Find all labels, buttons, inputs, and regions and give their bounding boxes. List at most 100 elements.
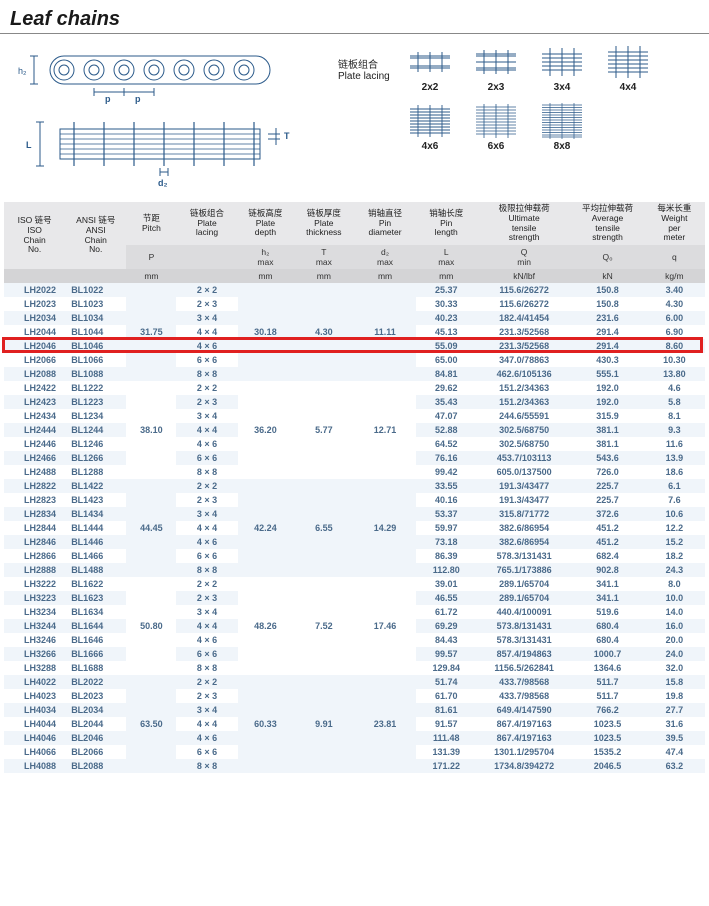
th-ansi: ANSI 链号ANSIChainNo. <box>65 202 126 269</box>
cell-Q0: 381.1 <box>571 437 643 451</box>
cell-lace: 4 × 6 <box>176 731 237 745</box>
th-sym-d2: d₂max <box>354 245 415 269</box>
th-u-mm1: mm <box>126 269 176 283</box>
cell-L: 40.23 <box>416 311 477 325</box>
cell-L: 99.57 <box>416 647 477 661</box>
cell-L: 39.01 <box>416 577 477 591</box>
cell-ansi: BL2088 <box>65 759 126 773</box>
cell-L: 129.84 <box>416 661 477 675</box>
cell-Q0: 1023.5 <box>571 717 643 731</box>
cell-lace: 4 × 6 <box>176 339 237 353</box>
cell-ansi: BL1266 <box>65 451 126 465</box>
cell-q: 12.2 <box>644 521 705 535</box>
cell-L: 40.16 <box>416 493 477 507</box>
cell-lace: 2 × 2 <box>176 577 237 591</box>
cell-q: 16.0 <box>644 619 705 633</box>
cell-L: 84.81 <box>416 367 477 381</box>
cell-q: 7.6 <box>644 493 705 507</box>
cell-lace: 4 × 6 <box>176 437 237 451</box>
lacing-caption-en: Plate lacing <box>338 71 390 82</box>
cell-q: 24.3 <box>644 563 705 577</box>
th-ult: 极限拉伸载荷Ultimatetensilestrength <box>477 202 572 245</box>
cell-T: 7.52 <box>293 577 354 675</box>
page-title: Leaf chains <box>0 0 709 33</box>
table-row: LH2822BL142244.452 × 242.246.5514.2933.5… <box>4 479 705 493</box>
cell-L: 51.74 <box>416 675 477 689</box>
cell-lace: 2 × 3 <box>176 689 237 703</box>
cell-iso: LH2066 <box>4 353 65 367</box>
cell-Q: 649.4/147590 <box>477 703 572 717</box>
cell-iso: LH2488 <box>4 465 65 479</box>
cell-lace: 3 × 4 <box>176 703 237 717</box>
lacing-4x6: 4x6 <box>404 103 456 152</box>
th-u-mm3: mm <box>293 269 354 283</box>
cell-iso: LH2446 <box>4 437 65 451</box>
cell-iso: LH3234 <box>4 605 65 619</box>
table-row: LH3222BL162250.802 × 248.267.5217.4639.0… <box>4 577 705 591</box>
cell-iso: LH2088 <box>4 367 65 381</box>
th-u-kg: kg/m <box>644 269 705 283</box>
cell-L: 99.42 <box>416 465 477 479</box>
cell-ansi: BL1666 <box>65 647 126 661</box>
cell-lace: 8 × 8 <box>176 465 237 479</box>
lacing-2x2: 2x2 <box>404 44 456 93</box>
cell-Q0: 150.8 <box>571 283 643 297</box>
th-sym-L: Lmax <box>416 245 477 269</box>
cell-d2: 23.81 <box>354 675 415 773</box>
cell-Q0: 680.4 <box>571 619 643 633</box>
cell-d2: 17.46 <box>354 577 415 675</box>
cell-ansi: BL1434 <box>65 507 126 521</box>
cell-q: 39.5 <box>644 731 705 745</box>
cell-L: 25.37 <box>416 283 477 297</box>
cell-Q: 867.4/197163 <box>477 717 572 731</box>
cell-Q: 382.6/86954 <box>477 535 572 549</box>
cell-Q0: 225.7 <box>571 479 643 493</box>
cell-L: 86.39 <box>416 549 477 563</box>
cell-lace: 4 × 4 <box>176 717 237 731</box>
cell-iso: LH2022 <box>4 283 65 297</box>
cell-L: 59.97 <box>416 521 477 535</box>
cell-Q: 151.2/34363 <box>477 381 572 395</box>
cell-Q0: 766.2 <box>571 703 643 717</box>
cell-iso: LH3223 <box>4 591 65 605</box>
cell-L: 111.48 <box>416 731 477 745</box>
cell-ansi: BL1223 <box>65 395 126 409</box>
cell-iso: LH2444 <box>4 423 65 437</box>
cell-lace: 2 × 3 <box>176 297 237 311</box>
cell-Q0: 543.6 <box>571 451 643 465</box>
cell-L: 35.43 <box>416 395 477 409</box>
spec-table-wrap: ISO 链号ISOChainNo. ANSI 链号ANSIChainNo. 节距… <box>0 202 709 773</box>
technical-drawing: h₂ p p <box>10 44 320 194</box>
cell-iso: LH4034 <box>4 703 65 717</box>
cell-Q0: 451.2 <box>571 535 643 549</box>
cell-Q: 605.0/137500 <box>477 465 572 479</box>
cell-ansi: BL1222 <box>65 381 126 395</box>
cell-q: 32.0 <box>644 661 705 675</box>
cell-ansi: BL1446 <box>65 535 126 549</box>
cell-Q0: 430.3 <box>571 353 643 367</box>
cell-L: 81.61 <box>416 703 477 717</box>
cell-L: 30.33 <box>416 297 477 311</box>
cell-Q0: 372.6 <box>571 507 643 521</box>
cell-Q0: 511.7 <box>571 675 643 689</box>
cell-lace: 4 × 6 <box>176 633 237 647</box>
cell-ansi: BL1622 <box>65 577 126 591</box>
spec-table: ISO 链号ISOChainNo. ANSI 链号ANSIChainNo. 节距… <box>4 202 705 773</box>
cell-T: 9.91 <box>293 675 354 773</box>
cell-L: 45.13 <box>416 325 477 339</box>
cell-iso: LH4046 <box>4 731 65 745</box>
cell-ansi: BL2022 <box>65 675 126 689</box>
cell-Q0: 1023.5 <box>571 731 643 745</box>
cell-pitch: 38.10 <box>126 381 176 479</box>
cell-Q: 1734.8/394272 <box>477 759 572 773</box>
cell-q: 20.0 <box>644 633 705 647</box>
cell-Q: 115.6/26272 <box>477 297 572 311</box>
cell-iso: LH3222 <box>4 577 65 591</box>
cell-ansi: BL1688 <box>65 661 126 675</box>
cell-iso: LH3288 <box>4 661 65 675</box>
cell-ansi: BL2066 <box>65 745 126 759</box>
cell-L: 61.72 <box>416 605 477 619</box>
cell-q: 27.7 <box>644 703 705 717</box>
cell-Q0: 519.6 <box>571 605 643 619</box>
cell-L: 73.18 <box>416 535 477 549</box>
